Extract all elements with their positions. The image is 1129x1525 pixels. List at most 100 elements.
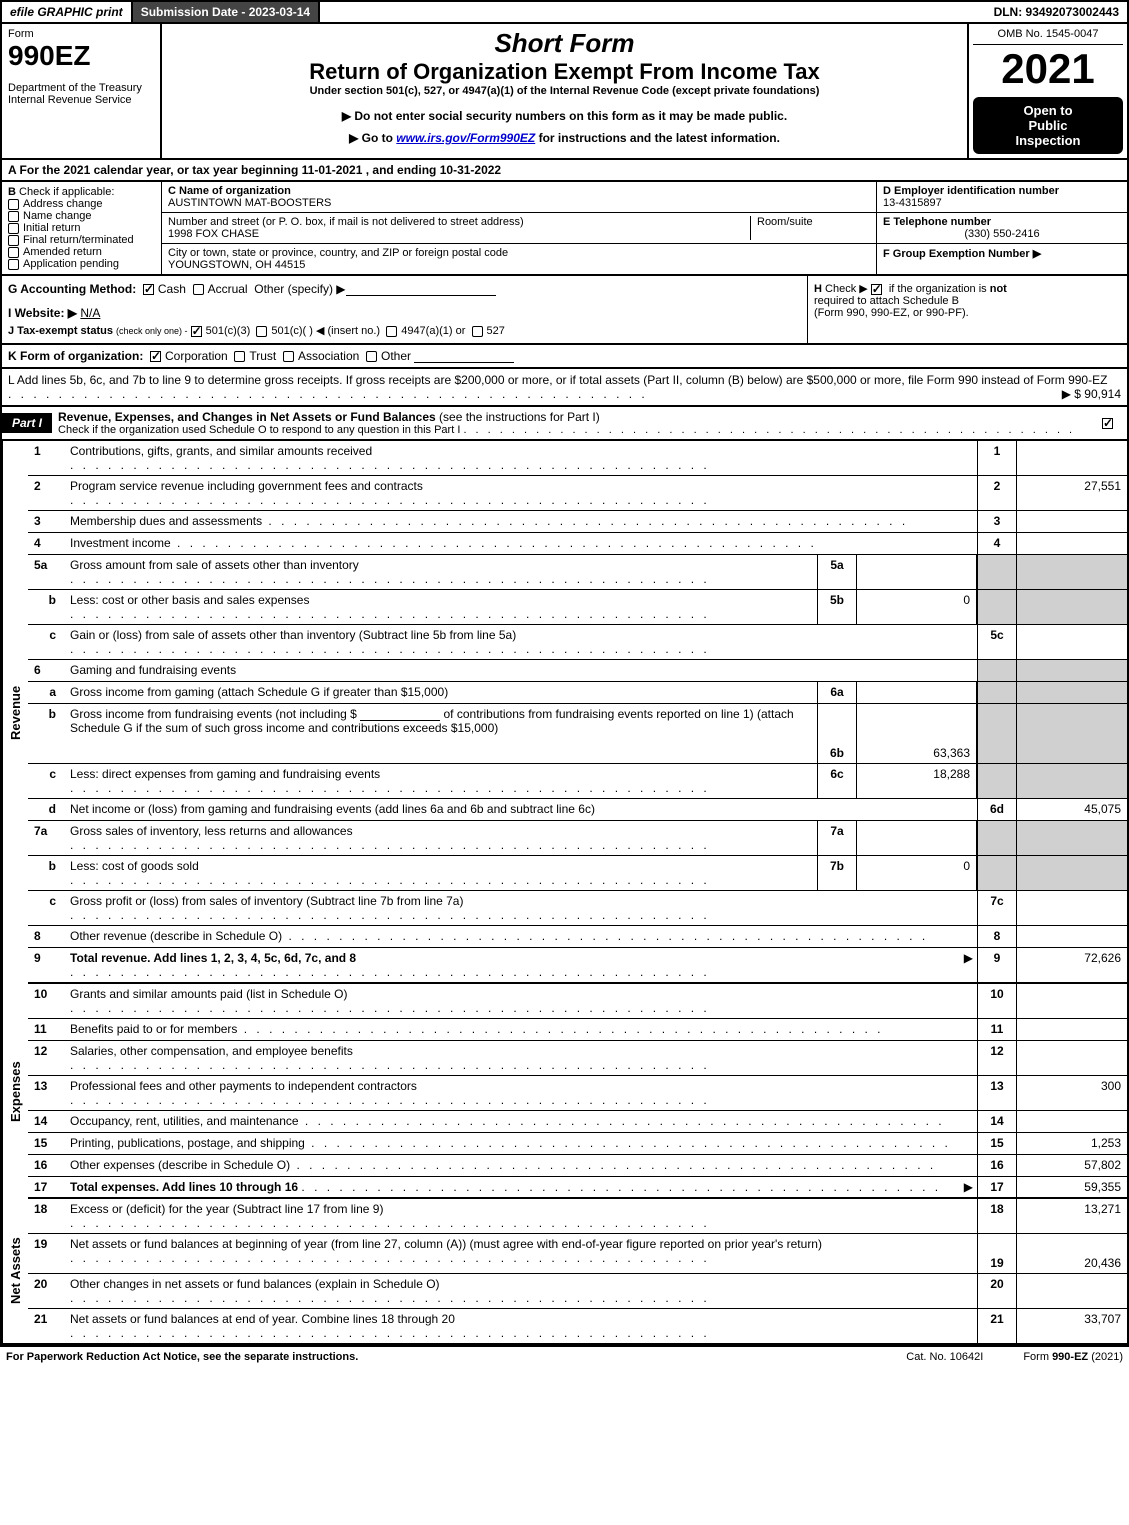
4947-checkbox[interactable]: [386, 326, 397, 337]
c-city-label: City or town, state or province, country…: [168, 247, 870, 259]
line-desc-10: Grants and similar amounts paid (list in…: [70, 987, 347, 1001]
footer-left: For Paperwork Reduction Act Notice, see …: [6, 1351, 866, 1363]
line-num-16: 16: [28, 1155, 66, 1176]
line-num-6a: a: [28, 682, 66, 703]
h-text2: if the organization is: [889, 283, 990, 295]
sub-box-6b: 6b: [817, 704, 857, 763]
line-num-6d: d: [28, 799, 66, 820]
sub-box-7b: 7b: [817, 856, 857, 890]
trust-checkbox[interactable]: [234, 351, 245, 362]
sub-val-6a: [857, 682, 977, 703]
box-val-1: [1017, 441, 1127, 475]
note-ssn: ▶ Do not enter social security numbers o…: [172, 109, 957, 123]
line-desc-5b: Less: cost or other basis and sales expe…: [70, 593, 309, 607]
schedule-b-checkbox[interactable]: [871, 284, 882, 295]
box-val-16: 57,802: [1017, 1155, 1127, 1176]
org-name: AUSTINTOWN MAT-BOOSTERS: [168, 197, 870, 209]
page-footer: For Paperwork Reduction Act Notice, see …: [0, 1345, 1129, 1367]
other-specify-line[interactable]: [346, 295, 496, 296]
line-num-5c: c: [28, 625, 66, 659]
other-checkbox[interactable]: [366, 351, 377, 362]
open-line-2: Public: [977, 118, 1119, 133]
application-pending-label: Application pending: [23, 258, 119, 270]
shaded-val-6: [1017, 660, 1127, 681]
line-num-7c: c: [28, 891, 66, 925]
line-desc-7a: Gross sales of inventory, less returns a…: [70, 824, 353, 838]
shaded-val-7a: [1017, 821, 1127, 855]
net-assets-table: Net Assets 18 Excess or (deficit) for th…: [0, 1199, 1129, 1345]
shaded-7b: [977, 856, 1017, 890]
part1-title: Revenue, Expenses, and Changes in Net As…: [58, 410, 436, 424]
c-street-label: Number and street (or P. O. box, if mail…: [168, 216, 750, 228]
b-label: B: [8, 186, 16, 198]
line-num-4: 4: [28, 533, 66, 554]
501c-label: 501(c)( ) ◀ (insert no.): [271, 325, 380, 337]
col-def: D Employer identification number 13-4315…: [877, 182, 1127, 274]
501c3-checkbox[interactable]: [191, 326, 202, 337]
box-val-7c: [1017, 891, 1127, 925]
box-num-5c: 5c: [977, 625, 1017, 659]
501c-checkbox[interactable]: [256, 326, 267, 337]
527-checkbox[interactable]: [472, 326, 483, 337]
note-goto-prefix: ▶ Go to: [349, 131, 396, 145]
corporation-checkbox[interactable]: [150, 351, 161, 362]
line-desc-2: Program service revenue including govern…: [70, 479, 423, 493]
shaded-6a: [977, 682, 1017, 703]
accrual-checkbox[interactable]: [193, 284, 204, 295]
subtitle: Under section 501(c), 527, or 4947(a)(1)…: [172, 85, 957, 97]
footer-center: Cat. No. 10642I: [866, 1351, 1023, 1363]
box-val-14: [1017, 1111, 1127, 1132]
association-checkbox[interactable]: [283, 351, 294, 362]
website-value: N/A: [80, 306, 100, 320]
sub-val-7b: 0: [857, 856, 977, 890]
f-label: F Group Exemption Number ▶: [883, 248, 1041, 260]
box-num-13: 13: [977, 1076, 1017, 1110]
h-check-text: Check ▶: [825, 283, 868, 295]
line-desc-8: Other revenue (describe in Schedule O): [70, 929, 282, 943]
sub-box-6c: 6c: [817, 764, 857, 798]
box-num-11: 11: [977, 1019, 1017, 1040]
shaded-val-7b: [1017, 856, 1127, 890]
sub-box-6a: 6a: [817, 682, 857, 703]
line-num-15: 15: [28, 1133, 66, 1154]
amended-return-checkbox[interactable]: [8, 247, 19, 258]
initial-return-checkbox[interactable]: [8, 223, 19, 234]
initial-return-label: Initial return: [23, 222, 80, 234]
box-val-2: 27,551: [1017, 476, 1127, 510]
other-fill-line[interactable]: [414, 362, 514, 363]
schedule-o-checkbox[interactable]: [1102, 418, 1113, 429]
line-desc-19: Net assets or fund balances at beginning…: [70, 1237, 822, 1251]
row-gh: G Accounting Method: Cash Accrual Other …: [0, 276, 1129, 345]
line-num-19: 19: [28, 1234, 66, 1273]
box-num-15: 15: [977, 1133, 1017, 1154]
box-num-20: 20: [977, 1274, 1017, 1308]
line-num-6c: c: [28, 764, 66, 798]
form-number: 990EZ: [8, 40, 154, 72]
line-desc-6b-1: Gross income from fundraising events (no…: [70, 707, 357, 721]
line-num-5b: b: [28, 590, 66, 624]
i-label: I Website: ▶: [8, 306, 77, 320]
l-text: L Add lines 5b, 6c, and 7b to line 9 to …: [8, 373, 1107, 387]
shaded-val-6a: [1017, 682, 1127, 703]
line-num-14: 14: [28, 1111, 66, 1132]
h-not: not: [990, 283, 1007, 295]
line-desc-6a: Gross income from gaming (attach Schedul…: [70, 685, 448, 699]
line-desc-5a: Gross amount from sale of assets other t…: [70, 558, 359, 572]
application-pending-checkbox[interactable]: [8, 259, 19, 270]
cash-checkbox[interactable]: [143, 284, 154, 295]
line-num-18: 18: [28, 1199, 66, 1233]
street-address: 1998 FOX CHASE: [168, 228, 750, 240]
irs-link[interactable]: www.irs.gov/Form990EZ: [396, 131, 535, 145]
name-change-checkbox[interactable]: [8, 211, 19, 222]
final-return-checkbox[interactable]: [8, 235, 19, 246]
shaded-5a: [977, 555, 1017, 589]
row-k: K Form of organization: Corporation Trus…: [0, 345, 1129, 369]
address-change-checkbox[interactable]: [8, 199, 19, 210]
revenue-vertical-label: Revenue: [2, 441, 28, 984]
submission-date: Submission Date - 2023-03-14: [133, 2, 320, 22]
box-val-4: [1017, 533, 1127, 554]
box-val-3: [1017, 511, 1127, 532]
address-change-label: Address change: [23, 198, 103, 210]
line-num-7b: b: [28, 856, 66, 890]
sub-box-5b: 5b: [817, 590, 857, 624]
